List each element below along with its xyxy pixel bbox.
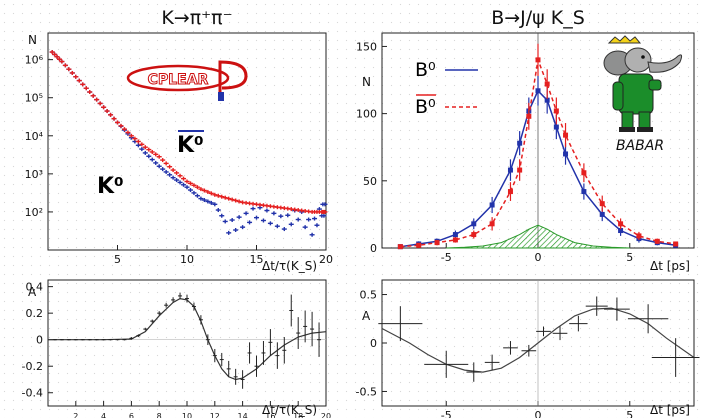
b0-point xyxy=(544,97,550,103)
b0-point xyxy=(471,221,477,227)
b0bar-point xyxy=(434,240,440,246)
b0-point xyxy=(535,88,541,94)
legend-b0: B⁰ xyxy=(415,59,436,81)
b0bar-point xyxy=(526,113,532,119)
b-title: B→J/ψ K_S xyxy=(491,7,585,29)
x-tick-label: 15 xyxy=(250,253,264,266)
b0-point xyxy=(581,189,587,195)
b0-point xyxy=(618,228,624,234)
cplear-logo-text: CPLEAR xyxy=(148,72,209,88)
kaon-asym-ylabel: A xyxy=(28,285,37,299)
y-tick-label: 0.4 xyxy=(26,281,44,294)
kaon-xlabel: Δt/τ(K_S) xyxy=(262,259,317,273)
legend-b0bar: B⁰ xyxy=(415,96,436,118)
b-asym-xlabel: Δt [ps] xyxy=(650,403,690,417)
b0bar-point xyxy=(507,189,513,195)
b-asym-fit-curve xyxy=(381,307,695,373)
b0bar-point xyxy=(553,108,559,114)
y-tick-label: 10⁶ xyxy=(25,54,44,67)
b0bar-point xyxy=(416,242,422,248)
x-tick-label: 4 xyxy=(101,412,106,418)
x-tick-label: 5 xyxy=(626,251,633,264)
b0-point xyxy=(507,167,513,173)
b0-point xyxy=(553,124,559,130)
chart-marks: 5 10 15 20 10² 10³ 10⁴ 10⁵ 10⁶ 2 4 6 8 10 12 14 16 18 20 0.… xyxy=(22,33,700,418)
x-tick-label: 14 xyxy=(238,412,248,418)
b0bar-point xyxy=(535,57,541,63)
y-tick-label: 10⁵ xyxy=(25,92,43,105)
x-tick-label: 18 xyxy=(293,412,303,418)
b0bar-point xyxy=(489,221,495,227)
b0-point xyxy=(489,202,495,208)
b0bar-point xyxy=(397,244,403,250)
y-tick-label: 0 xyxy=(370,242,377,255)
x-tick-label: -5 xyxy=(441,251,452,264)
babar-logo-text: BABAR xyxy=(616,138,664,154)
kaon-ylabel: N xyxy=(28,33,37,47)
b0bar-point xyxy=(673,241,679,247)
kaon-title: K→π⁺π⁻ xyxy=(161,7,232,29)
kaon-asym-xlabel: Δt/τ(K_S) xyxy=(262,403,317,417)
cplear-logo: CPLEAR xyxy=(126,60,248,101)
babar-elephant-logo: BABAR xyxy=(603,35,683,154)
x-tick-label: 5 xyxy=(626,409,633,418)
y-tick-label: 50 xyxy=(363,175,377,188)
b0-point xyxy=(563,151,569,157)
b0bar-point xyxy=(636,233,642,239)
x-tick-label: 10 xyxy=(180,253,194,266)
y-tick-label: -0.2 xyxy=(22,360,43,373)
b0bar-point xyxy=(517,167,523,173)
x-tick-label: 6 xyxy=(129,412,134,418)
b0-point xyxy=(517,140,523,146)
b0bar-point xyxy=(544,81,550,87)
b-ylabel: N xyxy=(362,75,371,89)
legend-k: K⁰ xyxy=(97,174,124,199)
b0bar-point xyxy=(581,170,587,176)
b-asym-ylabel: A xyxy=(362,309,371,323)
y-tick-label: 10⁴ xyxy=(25,130,44,143)
b0bar-point xyxy=(563,132,569,138)
b0bar-point xyxy=(654,238,660,244)
y-tick-label: 10³ xyxy=(25,168,43,181)
b0bar-point xyxy=(618,221,624,227)
x-tick-label: 5 xyxy=(114,253,121,266)
y-tick-label: 150 xyxy=(356,40,377,53)
x-tick-label: 12 xyxy=(210,412,220,418)
y-tick-label: 0.5 xyxy=(360,289,378,302)
x-tick-label: 20 xyxy=(319,253,333,266)
x-tick-label: 20 xyxy=(321,412,331,418)
y-tick-label: 0.2 xyxy=(26,307,44,320)
y-tick-label: 100 xyxy=(356,108,377,121)
y-tick-label: 0 xyxy=(370,337,377,350)
b0-point xyxy=(599,211,605,217)
b0bar-point xyxy=(599,201,605,207)
x-tick-label: 16 xyxy=(265,412,275,418)
b0bar-point xyxy=(452,237,458,243)
b-xlabel: Δt [ps] xyxy=(650,259,690,273)
legend-kbar: K⁰ xyxy=(177,133,204,158)
x-tick-label: 8 xyxy=(157,412,162,418)
b0-point xyxy=(452,232,458,238)
b-background-fill xyxy=(446,224,630,249)
b0bar-point xyxy=(471,232,477,238)
x-tick-label: 2 xyxy=(73,412,78,418)
x-tick-label: 0 xyxy=(535,409,542,418)
y-tick-label: -0.4 xyxy=(22,387,43,400)
x-tick-label: -5 xyxy=(441,409,452,418)
y-tick-label: 0 xyxy=(36,334,43,347)
x-tick-label: 0 xyxy=(535,251,542,264)
x-tick-label: 10 xyxy=(182,412,192,418)
y-tick-label: 10² xyxy=(25,206,43,219)
y-tick-label: -0.5 xyxy=(356,385,377,398)
